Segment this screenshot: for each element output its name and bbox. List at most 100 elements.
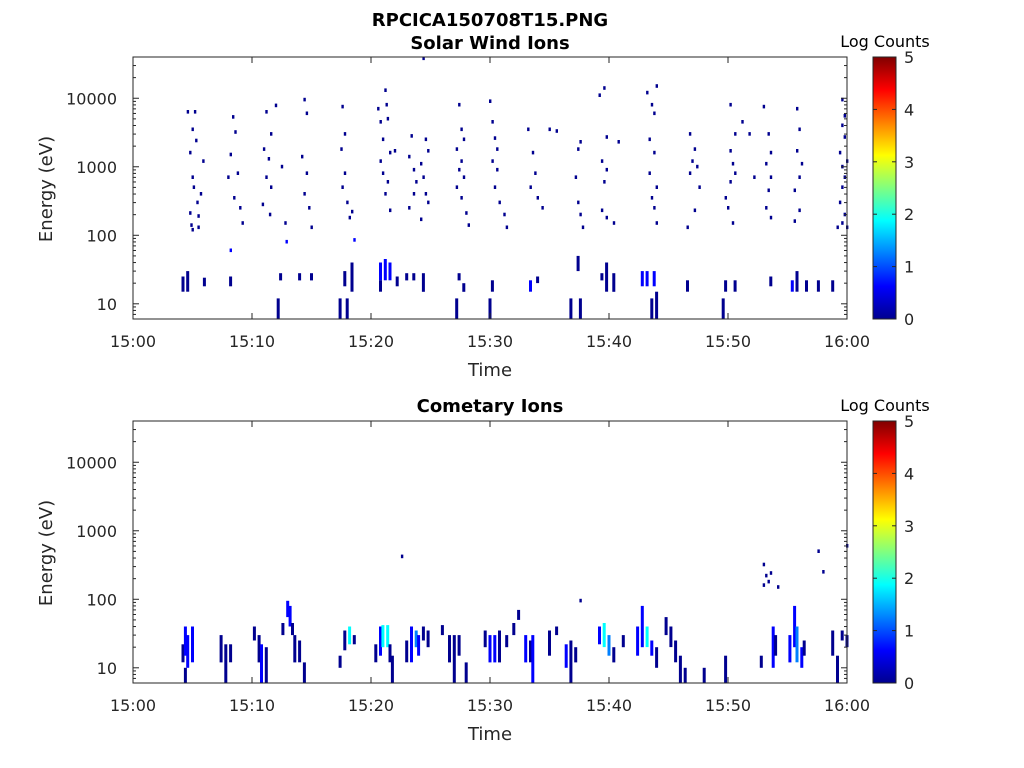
data-streak bbox=[600, 273, 604, 281]
data-cell bbox=[612, 221, 616, 225]
data-cell bbox=[491, 120, 494, 124]
data-streak bbox=[464, 662, 468, 683]
data-streak bbox=[816, 280, 820, 292]
data-cell bbox=[379, 159, 382, 163]
data-streak bbox=[488, 635, 492, 663]
data-cell bbox=[653, 206, 656, 210]
y-tick-label: 10 bbox=[97, 295, 117, 314]
data-cell bbox=[340, 147, 343, 151]
data-cell bbox=[574, 175, 578, 179]
y-tick-label: 1000 bbox=[76, 522, 117, 541]
data-cell bbox=[648, 171, 651, 175]
data-cell bbox=[798, 127, 801, 132]
data-cell bbox=[268, 212, 272, 217]
data-cell bbox=[458, 167, 461, 172]
y-tick-label: 10000 bbox=[66, 453, 117, 472]
data-cell bbox=[191, 227, 194, 232]
data-cell bbox=[527, 127, 530, 132]
data-cell bbox=[232, 115, 235, 119]
data-cell bbox=[541, 206, 544, 210]
data-cell bbox=[343, 171, 347, 175]
data-cell bbox=[505, 225, 509, 230]
data-cell bbox=[408, 206, 411, 210]
data-streak bbox=[645, 271, 649, 287]
data-cell bbox=[531, 150, 535, 155]
data-streak bbox=[183, 667, 187, 683]
x-axis-label: Time bbox=[467, 724, 512, 745]
data-cell bbox=[467, 223, 470, 227]
data-cell bbox=[648, 137, 651, 142]
data-cell bbox=[734, 171, 737, 175]
data-streak bbox=[724, 280, 728, 292]
data-cell bbox=[822, 570, 825, 574]
data-cell bbox=[410, 134, 413, 138]
data-cell bbox=[769, 150, 773, 155]
data-cell bbox=[793, 219, 796, 223]
data-cell bbox=[348, 215, 351, 220]
x-tick-label: 15:10 bbox=[229, 696, 275, 715]
x-tick-label: 15:40 bbox=[586, 696, 632, 715]
colorbar-tick-label: 2 bbox=[904, 569, 914, 588]
data-streak bbox=[388, 262, 392, 281]
solar-wind-panel: Solar Wind Ions Log Counts Time Energy (… bbox=[36, 32, 930, 381]
data-cell bbox=[741, 120, 744, 124]
data-streak bbox=[257, 635, 261, 663]
data-cell bbox=[777, 585, 780, 589]
data-streak bbox=[529, 640, 532, 663]
data-cell bbox=[767, 579, 770, 584]
x-tick-label: 16:00 bbox=[824, 696, 870, 715]
data-streak bbox=[412, 273, 416, 281]
data-cell bbox=[841, 185, 844, 189]
data-cell bbox=[767, 132, 770, 136]
data-streak bbox=[186, 271, 190, 292]
data-cell bbox=[496, 167, 499, 172]
data-cell bbox=[581, 225, 585, 230]
data-cell bbox=[236, 171, 240, 175]
data-cell bbox=[603, 180, 606, 184]
data-streak bbox=[655, 291, 659, 319]
data-streak bbox=[840, 630, 844, 641]
x-tick-label: 15:00 bbox=[110, 332, 156, 351]
data-streak bbox=[186, 635, 190, 668]
data-streak bbox=[457, 635, 461, 656]
figure-title: RPCICA150708T15.PNG bbox=[372, 10, 608, 31]
data-cell bbox=[646, 90, 649, 95]
data-cell bbox=[838, 200, 842, 205]
data-streak bbox=[448, 635, 451, 663]
data-cell bbox=[455, 185, 459, 189]
data-streak bbox=[640, 271, 644, 287]
data-cell bbox=[384, 88, 387, 92]
data-streak bbox=[652, 271, 656, 287]
data-cell bbox=[341, 185, 344, 189]
colorbar-tick-label: 3 bbox=[904, 517, 914, 536]
data-cell bbox=[462, 175, 466, 179]
x-tick-label: 15:50 bbox=[705, 696, 751, 715]
data-streak bbox=[390, 655, 394, 683]
data-cell bbox=[303, 192, 306, 196]
data-cell bbox=[305, 171, 309, 175]
data-cell bbox=[655, 84, 658, 88]
data-cell bbox=[765, 161, 768, 166]
data-streak bbox=[788, 635, 792, 663]
data-cell bbox=[577, 200, 580, 205]
data-cell bbox=[536, 196, 539, 200]
data-cell bbox=[196, 200, 199, 205]
data-streak bbox=[417, 635, 421, 656]
data-streak bbox=[421, 273, 425, 292]
data-streak bbox=[771, 626, 775, 668]
data-streak bbox=[531, 635, 535, 683]
data-cell bbox=[189, 150, 192, 155]
data-cell bbox=[727, 206, 730, 210]
data-cell bbox=[285, 239, 288, 244]
data-cell bbox=[202, 159, 205, 163]
data-streak bbox=[421, 626, 425, 641]
data-cell bbox=[233, 196, 236, 200]
data-streak bbox=[202, 277, 206, 287]
data-cell bbox=[769, 215, 773, 220]
data-cell bbox=[346, 200, 349, 205]
colorbar-tick-label: 5 bbox=[904, 48, 914, 67]
data-streak bbox=[379, 626, 382, 656]
data-cell bbox=[353, 238, 356, 242]
data-cell bbox=[424, 192, 428, 196]
